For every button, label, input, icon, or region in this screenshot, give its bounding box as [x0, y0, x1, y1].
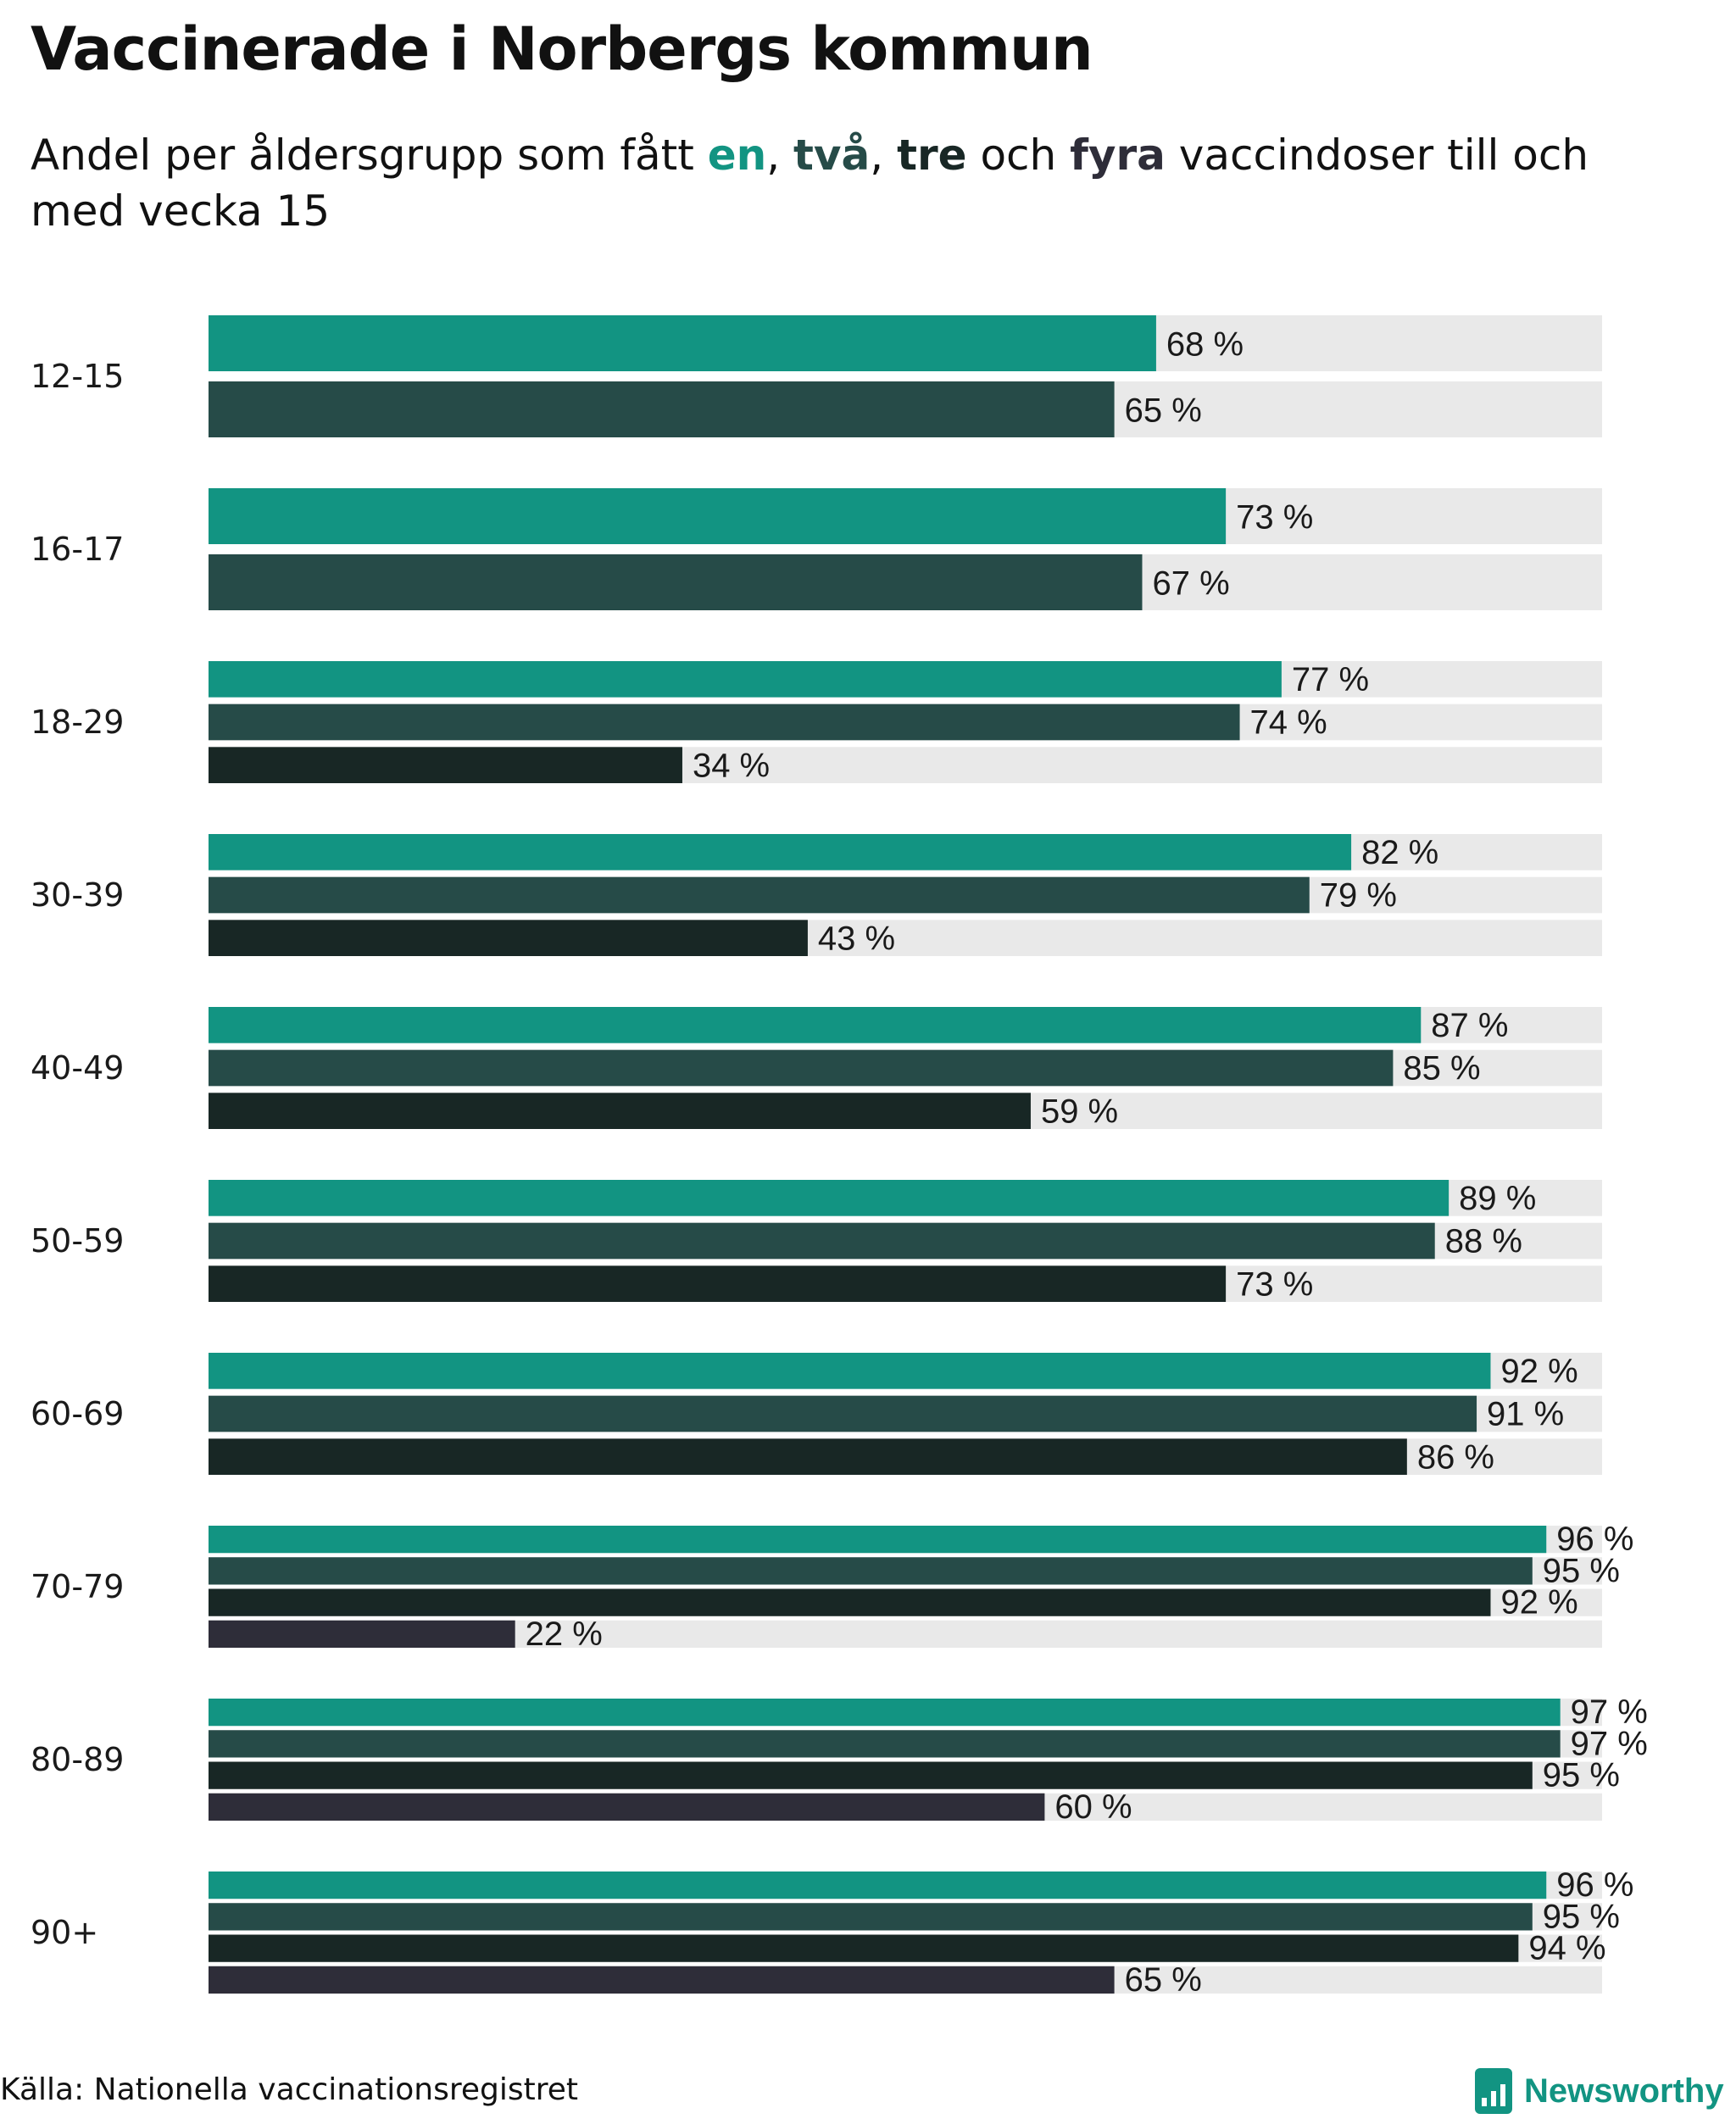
category-label: 50-59: [31, 1222, 124, 1260]
bar: [209, 1093, 1031, 1129]
value-label: 74 %: [1250, 704, 1327, 742]
bar: [209, 488, 1227, 544]
bar: [209, 661, 1282, 698]
chart-title: Vaccinerade i Norbergs kommun: [31, 14, 1093, 84]
value-label: 73 %: [1236, 1265, 1313, 1303]
value-label: 87 %: [1431, 1007, 1508, 1044]
bar: [209, 1761, 1533, 1789]
value-label: 92 %: [1500, 1353, 1577, 1390]
legend-dose-3: tre: [897, 131, 967, 180]
value-label: 60 %: [1054, 1788, 1132, 1826]
bar: [209, 1699, 1561, 1727]
value-label: 94 %: [1528, 1930, 1605, 1967]
subtitle-separator: ,: [766, 131, 794, 180]
value-label: 22 %: [526, 1616, 603, 1653]
legend-dose-1: en: [707, 131, 767, 180]
bar: [209, 381, 1115, 437]
bar: [209, 834, 1352, 870]
value-label: 88 %: [1445, 1223, 1522, 1260]
category-label: 30-39: [31, 876, 124, 914]
value-label: 79 %: [1320, 877, 1397, 915]
value-label: 95 %: [1543, 1757, 1620, 1794]
bar: [209, 1903, 1533, 1931]
bar: [209, 1049, 1394, 1087]
bar: [209, 1730, 1561, 1758]
category-label: 60-69: [31, 1395, 124, 1432]
bar: [209, 1438, 1407, 1475]
bar: [209, 315, 1156, 371]
category-label: 70-79: [31, 1568, 124, 1605]
legend-dose-2: två: [793, 131, 871, 180]
bar: [209, 747, 682, 783]
value-label: 96 %: [1556, 1866, 1633, 1904]
category-label: 18-29: [31, 704, 124, 741]
subtitle-separator: ,: [870, 131, 898, 180]
source-note: Källa: Nationella vaccinationsregistret: [0, 2072, 578, 2107]
value-label: 89 %: [1459, 1180, 1536, 1217]
value-label: 91 %: [1487, 1396, 1564, 1433]
value-label: 67 %: [1152, 565, 1229, 602]
bar: [209, 1353, 1491, 1389]
legend-dose-4: fyra: [1070, 131, 1166, 180]
bar: [209, 876, 1310, 914]
value-label: 95 %: [1543, 1552, 1620, 1589]
bar: [209, 1872, 1547, 1899]
bar: [209, 920, 808, 956]
chart-subtitle: Andel per åldersgrupp som fått en, två, …: [31, 127, 1641, 239]
value-label: 85 %: [1403, 1050, 1480, 1087]
bar: [209, 1526, 1547, 1554]
bar: [209, 1620, 515, 1648]
bar: [209, 1588, 1491, 1616]
category-label: 40-49: [31, 1049, 124, 1087]
category-label: 90+: [31, 1914, 98, 1951]
category-label: 80-89: [31, 1741, 124, 1778]
bar: [209, 554, 1143, 610]
bar: [209, 1180, 1449, 1216]
bar: [209, 1007, 1422, 1043]
subtitle-and: och: [966, 131, 1071, 180]
category-label: 16-17: [31, 531, 124, 568]
brand-logo: Newsworthy: [1475, 2068, 1724, 2114]
value-label: 34 %: [693, 747, 770, 784]
value-label: 86 %: [1417, 1438, 1494, 1476]
bar: [209, 1557, 1533, 1585]
bar: [209, 1395, 1477, 1432]
bar: [209, 1966, 1115, 1994]
value-label: 96 %: [1556, 1521, 1633, 1558]
value-label: 59 %: [1041, 1093, 1118, 1130]
value-label: 92 %: [1500, 1584, 1577, 1621]
value-label: 95 %: [1543, 1898, 1620, 1935]
value-label: 65 %: [1125, 392, 1202, 429]
subtitle-prefix: Andel per åldersgrupp som fått: [31, 131, 708, 180]
subtitle-suffix: vaccindoser till och med vecka 15: [31, 131, 1589, 236]
value-label: 97 %: [1571, 1725, 1648, 1762]
brand-name: Newsworthy: [1524, 2072, 1724, 2110]
bar: [209, 1222, 1435, 1260]
bar: [209, 1265, 1227, 1302]
value-label: 82 %: [1361, 834, 1438, 871]
bar: [209, 1793, 1045, 1821]
value-label: 43 %: [818, 920, 895, 957]
value-label: 65 %: [1125, 1961, 1202, 1999]
value-label: 97 %: [1571, 1694, 1648, 1731]
value-label: 77 %: [1292, 661, 1369, 698]
category-label: 12-15: [31, 358, 124, 395]
newsworthy-logo-icon: [1475, 2068, 1512, 2114]
bar: [209, 704, 1240, 741]
value-label: 68 %: [1166, 325, 1244, 363]
bar: [209, 1934, 1519, 1962]
value-label: 73 %: [1236, 498, 1313, 536]
